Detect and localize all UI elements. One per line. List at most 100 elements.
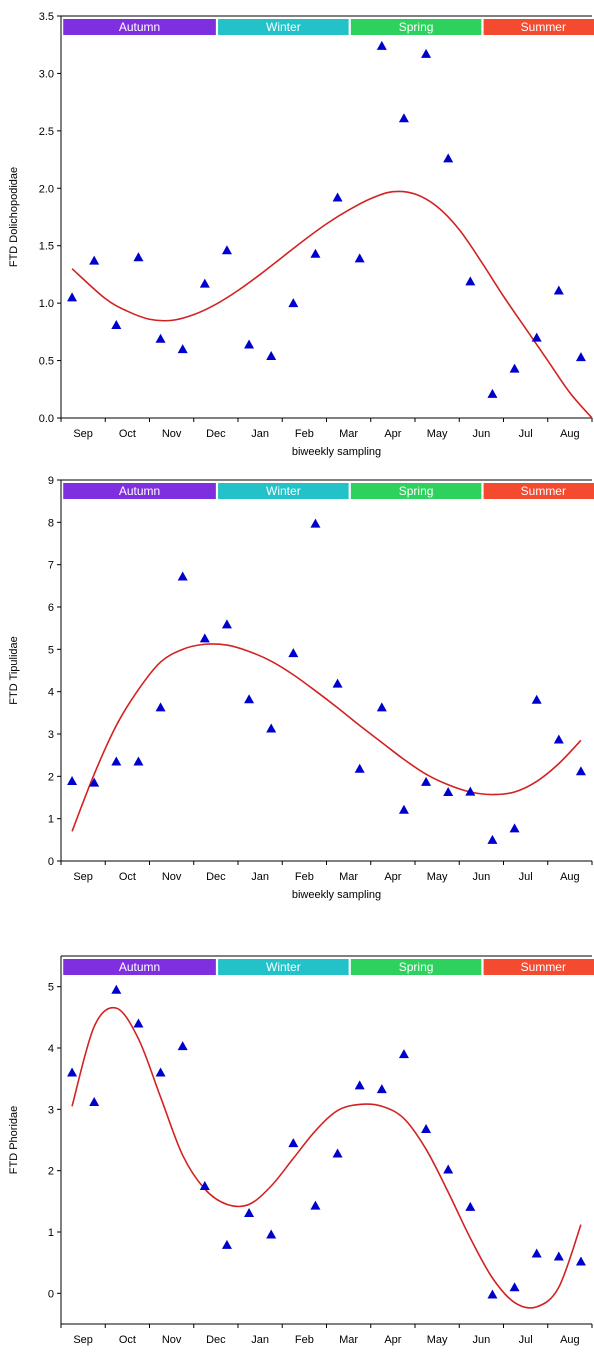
x-tick-label-may-1: May (427, 871, 448, 883)
fit-curve-1 (71, 643, 582, 832)
data-point-2-7 (221, 1239, 232, 1249)
data-point-0-7 (221, 245, 232, 255)
data-point-0-15 (398, 113, 409, 123)
data-point-0-18 (465, 276, 476, 286)
data-point-1-2 (111, 756, 122, 766)
y-tick-label-2-3: 3 (48, 1104, 54, 1116)
data-point-2-14 (376, 1084, 387, 1094)
season-label-summer-2: Summer (521, 960, 566, 974)
y-tick-label-0-7: 3.5 (39, 11, 54, 23)
x-tick-label-sep-2: Sep (73, 1334, 93, 1346)
data-point-1-6 (199, 633, 210, 643)
data-point-1-17 (443, 786, 454, 796)
data-point-0-9 (266, 350, 277, 360)
x-tick-label-jun-0: Jun (473, 428, 491, 440)
season-label-summer-0: Summer (521, 20, 566, 34)
y-tick-label-2-4: 4 (48, 1043, 54, 1055)
season-bar-summer-2 (483, 959, 594, 975)
data-point-1-11 (310, 518, 321, 528)
y-tick-label-1-3: 3 (48, 729, 54, 741)
season-bar-summer-0 (483, 19, 594, 35)
y-tick-label-0-0: 0.0 (39, 413, 54, 425)
season-bar-winter-0 (218, 19, 349, 35)
x-tick-label-dec-2: Dec (206, 1334, 226, 1346)
x-axis-title-1: biweekly sampling (292, 889, 381, 901)
data-point-2-16 (421, 1123, 432, 1133)
x-tick-label-jul-0: Jul (519, 428, 533, 440)
x-tick-label-aug-2: Aug (560, 1334, 580, 1346)
y-tick-label-0-6: 3.0 (39, 68, 54, 80)
x-tick-label-aug-1: Aug (560, 871, 580, 883)
y-tick-label-1-0: 0 (48, 856, 54, 868)
data-point-2-9 (266, 1229, 277, 1239)
data-point-0-17 (443, 153, 454, 163)
season-label-winter-2: Winter (266, 960, 301, 974)
x-tick-label-mar-0: Mar (339, 428, 358, 440)
x-tick-label-apr-1: Apr (384, 871, 401, 883)
data-point-2-1 (89, 1096, 100, 1106)
x-tick-label-jul-2: Jul (519, 1334, 533, 1346)
data-point-2-2 (111, 984, 122, 994)
data-point-1-12 (332, 678, 343, 688)
y-tick-label-0-3: 1.5 (39, 241, 54, 253)
data-point-0-13 (354, 253, 365, 263)
season-bar-summer-1 (483, 483, 594, 499)
data-point-2-3 (133, 1018, 144, 1028)
data-point-0-1 (89, 255, 100, 265)
data-point-1-3 (133, 756, 144, 766)
y-tick-label-1-7: 7 (48, 560, 54, 572)
y-axis-title-1: FTD Tipulidae (8, 636, 20, 704)
data-point-0-11 (310, 248, 321, 258)
data-point-1-23 (575, 766, 586, 776)
data-point-1-20 (509, 823, 520, 833)
y-tick-label-1-8: 8 (48, 517, 54, 529)
data-point-2-0 (67, 1067, 78, 1077)
season-label-spring-0: Spring (399, 20, 434, 34)
y-tick-label-2-2: 2 (48, 1166, 54, 1178)
data-point-0-16 (421, 48, 432, 58)
data-point-2-5 (177, 1041, 188, 1051)
data-point-0-5 (177, 344, 188, 354)
y-tick-label-2-5: 5 (48, 982, 54, 994)
data-point-1-5 (177, 571, 188, 581)
y-tick-label-0-5: 2.5 (39, 126, 54, 138)
y-axis-title-2: FTD Phoridae (8, 1106, 20, 1174)
season-label-winter-0: Winter (266, 20, 301, 34)
x-tick-label-feb-1: Feb (295, 871, 314, 883)
data-point-0-23 (575, 352, 586, 362)
data-point-2-17 (443, 1164, 454, 1174)
x-tick-label-feb-0: Feb (295, 428, 314, 440)
season-label-autumn-2: Autumn (119, 960, 160, 974)
data-point-2-10 (288, 1138, 299, 1148)
y-tick-label-1-4: 4 (48, 687, 54, 699)
data-point-1-4 (155, 702, 166, 712)
y-tick-label-2-0: 0 (48, 1288, 54, 1300)
data-point-2-18 (465, 1201, 476, 1211)
data-point-2-4 (155, 1067, 166, 1077)
data-point-0-22 (553, 285, 564, 295)
x-axis-title-0: biweekly sampling (292, 446, 381, 458)
x-tick-label-sep-0: Sep (73, 428, 93, 440)
fit-curve-2 (71, 1006, 582, 1309)
x-tick-label-sep-1: Sep (73, 871, 93, 883)
season-bar-winter-1 (218, 483, 349, 499)
season-bar-autumn-1 (63, 483, 216, 499)
season-label-spring-1: Spring (399, 484, 434, 498)
data-point-1-14 (376, 702, 387, 712)
data-point-2-11 (310, 1200, 321, 1210)
data-point-0-14 (376, 40, 387, 50)
x-tick-label-may-0: May (427, 428, 448, 440)
x-tick-label-nov-0: Nov (162, 428, 182, 440)
data-point-2-23 (575, 1256, 586, 1266)
data-point-1-18 (465, 786, 476, 796)
x-tick-label-nov-1: Nov (162, 871, 182, 883)
x-tick-label-jun-2: Jun (473, 1334, 491, 1346)
x-tick-label-jan-0: Jan (251, 428, 269, 440)
x-tick-label-mar-2: Mar (339, 1334, 358, 1346)
x-tick-label-mar-1: Mar (339, 871, 358, 883)
season-label-spring-2: Spring (399, 960, 434, 974)
x-tick-label-feb-2: Feb (295, 1334, 314, 1346)
data-point-1-16 (421, 776, 432, 786)
data-point-1-0 (67, 775, 78, 785)
